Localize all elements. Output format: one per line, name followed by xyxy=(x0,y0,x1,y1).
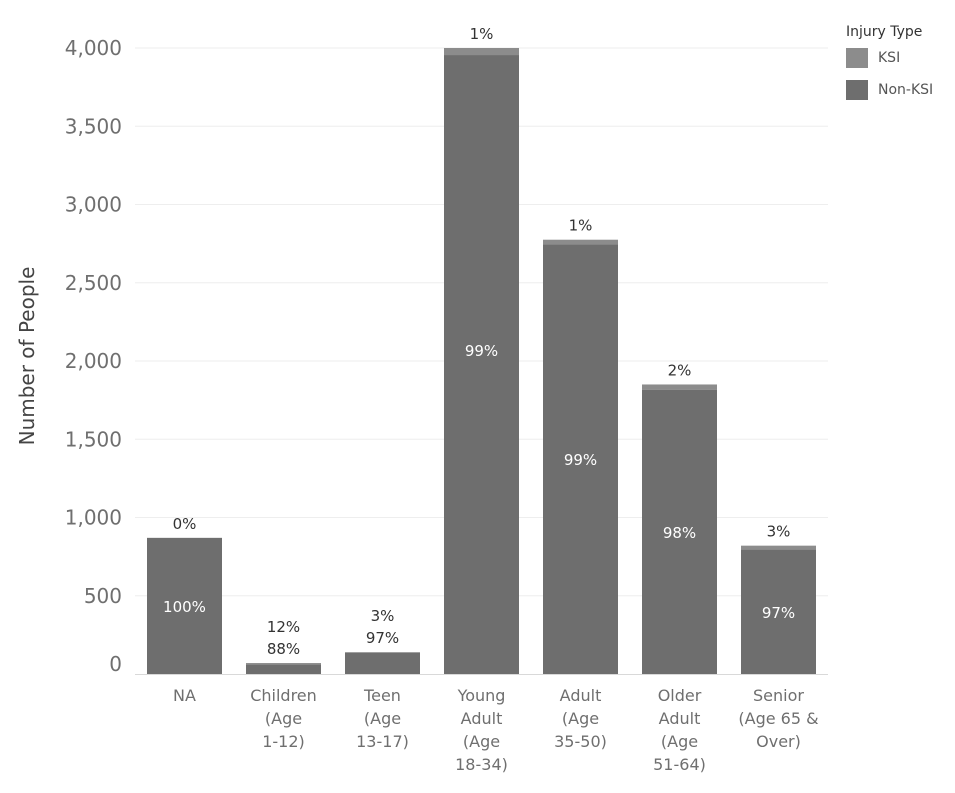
y-tick-label: 1,500 xyxy=(65,427,122,451)
bar-ksi[interactable] xyxy=(345,652,420,653)
x-category-label: Over) xyxy=(756,732,801,751)
bar-non-ksi[interactable] xyxy=(543,244,618,674)
data-label-non-ksi: 88% xyxy=(267,640,300,658)
data-label-ksi: 0% xyxy=(173,515,197,533)
x-category-label: 35-50) xyxy=(554,732,607,751)
legend-label-non-ksi: Non-KSI xyxy=(878,82,934,98)
legend-swatch-ksi xyxy=(846,48,868,68)
y-tick-label: 0 xyxy=(109,652,122,676)
legend-label-ksi: KSI xyxy=(878,50,901,66)
data-label-non-ksi: 97% xyxy=(762,604,795,622)
y-axis-ticks: 0 500 1,000 1,500 2,000 2,500 3,000 3,500 4,000 xyxy=(65,36,122,676)
data-label-non-ksi: 100% xyxy=(163,598,206,616)
x-category-label: (Age xyxy=(463,732,500,751)
bars xyxy=(147,48,816,675)
legend-title: Injury Type xyxy=(846,24,923,40)
y-tick-label: 1,000 xyxy=(65,506,122,530)
x-category-label: Young xyxy=(457,686,506,705)
y-tick-label: 3,500 xyxy=(65,114,122,138)
x-category-label: (Age xyxy=(661,732,698,751)
y-tick-label: 2,000 xyxy=(65,349,122,373)
bar-non-ksi[interactable] xyxy=(642,389,717,674)
x-category-label: Adult xyxy=(461,709,503,728)
x-category-label: (Age 65 & xyxy=(738,709,818,728)
data-label-non-ksi: 97% xyxy=(366,629,399,647)
x-category-label: 18-34) xyxy=(455,755,508,774)
data-label-ksi: 3% xyxy=(371,607,395,625)
bar-non-ksi[interactable] xyxy=(246,664,321,674)
y-tick-label: 500 xyxy=(84,584,122,608)
bar-ksi[interactable] xyxy=(642,384,717,390)
x-category-label: 13-17) xyxy=(356,732,409,751)
legend-swatch-non-ksi xyxy=(846,80,868,100)
bar-ksi[interactable] xyxy=(741,545,816,550)
bar-non-ksi[interactable] xyxy=(741,549,816,674)
data-labels: 0% 100% 88% 12% 97% 3% 1% 99% 1% 99% 2% 98% 3% 97% xyxy=(163,25,795,658)
bar-non-ksi[interactable] xyxy=(345,652,420,674)
data-label-ksi: 2% xyxy=(668,361,692,379)
x-category-label: Teen xyxy=(363,686,401,705)
bar-ksi[interactable] xyxy=(543,239,618,245)
x-category-label: Adult xyxy=(659,709,701,728)
x-category-label: (Age xyxy=(265,709,302,728)
x-category-label: Senior xyxy=(753,686,804,705)
data-label-ksi: 1% xyxy=(569,217,593,235)
data-label-ksi: 3% xyxy=(767,523,791,541)
x-axis-categories: NA Children (Age 1-12) Teen (Age 13-17) Young Ad… xyxy=(173,686,819,774)
data-label-ksi: 1% xyxy=(470,25,494,43)
legend: Injury Type KSI Non-KSI xyxy=(846,24,933,112)
data-label-non-ksi: 98% xyxy=(663,524,696,542)
x-category-label: (Age xyxy=(364,709,401,728)
legend-item-non-ksi[interactable]: Non-KSI xyxy=(846,80,933,100)
bar-non-ksi[interactable] xyxy=(444,55,519,675)
x-category-label: Adult xyxy=(560,686,602,705)
data-label-ksi: 12% xyxy=(267,618,300,636)
x-category-label: 1-12) xyxy=(262,732,305,751)
y-tick-label: 4,000 xyxy=(65,36,122,60)
x-category-label: Children xyxy=(250,686,317,705)
y-tick-label: 3,000 xyxy=(65,193,122,217)
x-category-label: Older xyxy=(658,686,702,705)
legend-item-ksi[interactable]: KSI xyxy=(846,48,933,68)
y-axis-label: Number of People xyxy=(15,267,39,446)
data-label-non-ksi: 99% xyxy=(564,451,597,469)
x-category-label: 51-64) xyxy=(653,755,706,774)
bar-non-ksi[interactable] xyxy=(147,537,222,674)
y-tick-label: 2,500 xyxy=(65,271,122,295)
bar-ksi[interactable] xyxy=(444,48,519,56)
bar-ksi[interactable] xyxy=(246,663,321,665)
x-category-label: NA xyxy=(173,686,196,705)
data-label-non-ksi: 99% xyxy=(465,342,498,360)
x-category-label: (Age xyxy=(562,709,599,728)
